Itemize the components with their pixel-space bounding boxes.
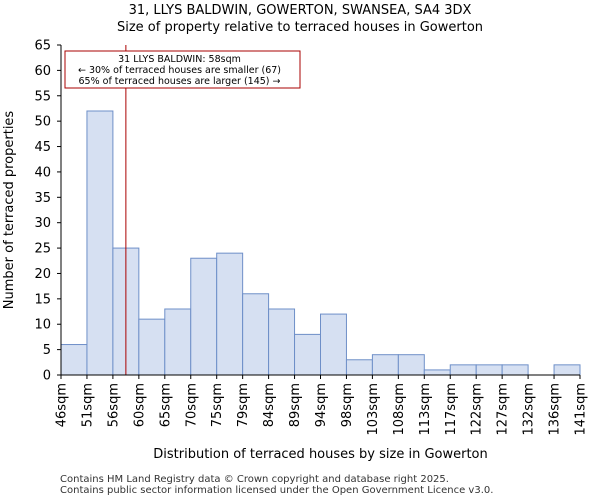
histogram-bar [268,308,296,376]
x-tick-label: 136sqm [548,383,563,436]
histogram-bar [86,110,114,376]
y-tick-label: 15 [34,292,51,307]
footer-line-2: Contains public sector information licen… [60,485,494,496]
histogram-bar [138,318,166,376]
histogram-bar [449,364,477,376]
histogram-bar [294,333,321,376]
x-tick-label: 108sqm [392,383,407,436]
annotation-box: 31 LLYS BALDWIN: 58sqm ← 30% of terraced… [64,50,301,89]
x-tick-label: 98sqm [340,383,355,427]
x-tick-label: 103sqm [366,383,381,436]
histogram-bar [242,293,270,376]
x-tick-label: 94sqm [314,383,329,427]
y-tick-label: 35 [34,191,51,206]
histogram-bar [423,369,451,376]
x-tick-label: 127sqm [496,383,511,436]
x-tick-label: 65sqm [158,383,173,427]
histogram-bar [475,364,503,376]
y-tick-label: 55 [34,89,51,104]
chart-subtitle: Size of property relative to terraced ho… [116,20,484,35]
histogram-bar [371,354,399,376]
x-tick-label: 132sqm [522,383,537,436]
histogram-bar [190,257,218,376]
histogram-bar [320,313,347,376]
histogram-bar [60,344,88,376]
y-tick-label: 20 [34,267,51,282]
annotation-frame [64,50,301,89]
y-tick-label: 5 [43,343,51,358]
y-tick-label: 30 [34,216,51,231]
histogram-bar [345,359,373,376]
x-tick-label: 75sqm [210,383,225,427]
annotation-line-3: 65% of terraced houses are larger (145) … [79,76,281,87]
x-tick-label: 60sqm [132,383,147,427]
y-tick-label: 0 [43,369,51,384]
x-tick-label: 51sqm [80,383,95,427]
x-tick-label: 84sqm [262,383,277,427]
footer-line-1: Contains HM Land Registry data © Crown c… [60,474,449,485]
x-tick-label: 89sqm [288,383,303,427]
y-tick-label: 10 [34,318,51,333]
y-tick-label: 25 [34,242,51,257]
x-tick-label: 141sqm [574,383,589,436]
histogram-bar [501,364,529,376]
histogram-bar [164,308,192,376]
x-tick-label: 70sqm [184,383,199,427]
y-tick-label: 60 [34,64,51,79]
y-tick-label: 45 [34,140,51,155]
x-tick-label: 117sqm [444,383,459,436]
x-axis-label: Distribution of terraced houses by size … [153,447,488,462]
x-tick-label: 46sqm [55,383,70,427]
histogram-bar [216,252,244,376]
y-tick-label: 40 [34,165,51,180]
histogram-bar [397,354,425,376]
y-tick-label: 50 [34,115,51,130]
x-tick-label: 122sqm [470,383,485,436]
y-axis-label: Number of terraced properties [2,111,17,310]
annotation-line-2: ← 30% of terraced houses are smaller (67… [78,65,281,76]
histogram-bar [553,364,581,376]
annotation-line-1: 31 LLYS BALDWIN: 58sqm [118,54,241,65]
chart-title: 31, LLYS BALDWIN, GOWERTON, SWANSEA, SA4… [128,3,472,18]
x-tick-label: 79sqm [236,383,251,427]
x-tick-label: 113sqm [418,383,433,436]
x-tick-label: 56sqm [106,383,121,427]
y-tick-label: 65 [34,39,51,54]
